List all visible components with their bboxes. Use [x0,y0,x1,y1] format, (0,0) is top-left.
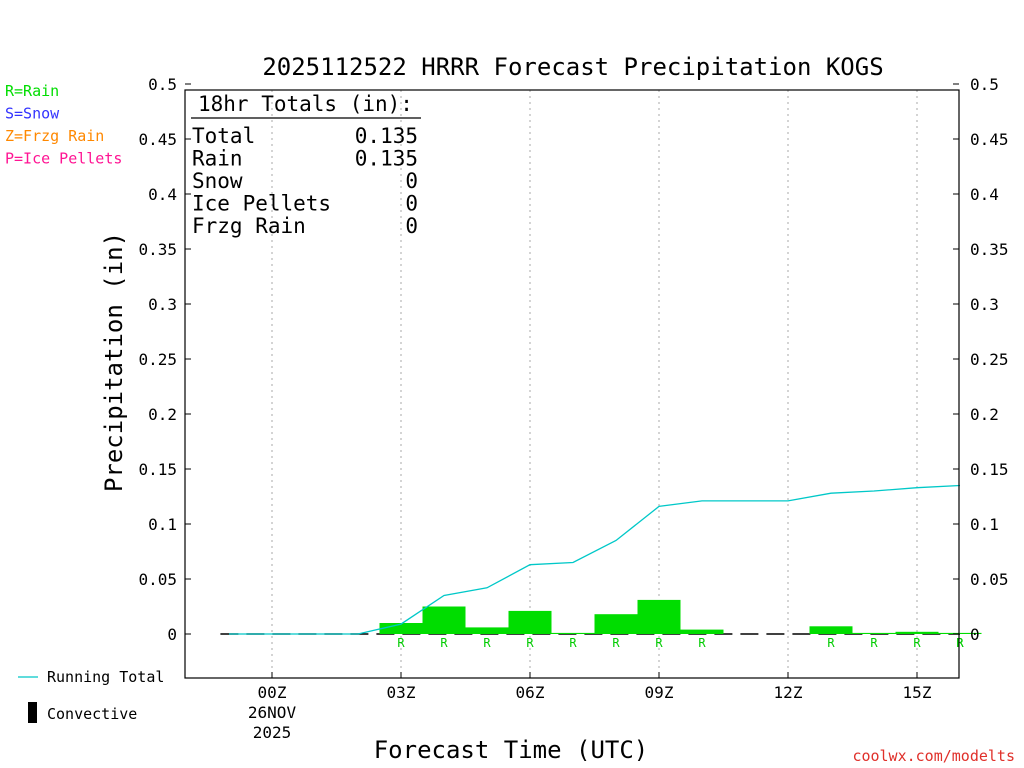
y-tick-label-right-9: 0.05 [970,570,1009,589]
type-marker-8: R [569,636,577,650]
x-tick-label-5: 15Z [903,683,932,702]
totals-value-3: 0 [405,192,418,216]
totals-label-3: Ice Pellets [192,192,331,216]
type-marker-10: R [655,636,663,650]
totals-value-0: 0.135 [355,124,418,148]
y-tick-label-right-10: 0 [970,625,980,644]
legend-type-3: P=Ice Pellets [5,150,122,168]
y-tick-label-left-5: 0.25 [138,350,177,369]
type-marker-11: R [698,636,706,650]
y-tick-label-right-4: 0.3 [970,295,999,314]
totals-label-4: Frzg Rain [192,214,306,238]
hourly-bars [379,599,982,634]
type-marker-9: R [612,636,620,650]
y-tick-label-left-0: 0.5 [148,75,177,94]
type-marker-extra-0: R [956,636,964,650]
y-tick-label-right-8: 0.1 [970,515,999,534]
rain-bar-15 [852,632,896,634]
running-total-line [229,484,961,635]
type-marker-6: R [483,636,491,650]
legend-convective: Convective [47,705,137,723]
rain-bar-14 [809,626,853,634]
type-marker-17: R [956,636,964,650]
y-tick-label-left-2: 0.4 [148,185,177,204]
rain-bar-6 [465,627,509,634]
x-tick-label-2: 06Z [516,683,545,702]
y-tick-label-right-7: 0.15 [970,460,1009,479]
x-tick-year: 2025 [253,723,292,742]
plot-frame [184,89,960,679]
grid-lines [220,90,960,678]
y-tick-label-right-1: 0.45 [970,130,1009,149]
type-marker-16: R [913,636,921,650]
rain-bar-11 [680,629,724,634]
y-tick-label-right-2: 0.4 [970,185,999,204]
totals-header: 18hr Totals (in): [198,92,413,116]
y-tick-label-left-7: 0.15 [138,460,177,479]
type-markers: R R R R R R R R R R R RR [397,636,964,650]
x-axis-label: Forecast Time (UTC) [374,736,649,764]
bottom-legend: Running Total Convective [18,668,164,723]
y-tick-label-left-3: 0.35 [138,240,177,259]
legend-running-total: Running Total [47,668,164,686]
totals-label-2: Snow [192,169,243,193]
totals-label-1: Rain [192,147,243,171]
y-tick-label-right-5: 0.25 [970,350,1009,369]
legend-bar-swatch [28,702,37,723]
y-axis-right: 0.5 0.45 0.4 0.35 0.3 0.25 0.2 0.15 0.1 0.05 0 [953,75,1009,644]
rain-bar-8 [551,632,595,634]
rain-bar-9 [594,614,638,634]
legend-type-0: R=Rain [5,82,59,100]
totals-value-2: 0 [405,169,418,193]
x-tick-label-3: 09Z [645,683,674,702]
y-tick-label-left-8: 0.1 [148,515,177,534]
y-axis-label: Precipitation (in) [100,232,128,492]
rain-bar-10 [637,599,681,634]
type-marker-14: R [827,636,835,650]
x-tick-label-4: 12Z [774,683,803,702]
legend-type-2: Z=Frzg Rain [5,127,104,145]
rain-bar-7 [508,610,552,634]
y-tick-label-left-10: 0 [167,625,177,644]
rain-bar-16 [895,631,939,634]
y-tick-label-left-6: 0.2 [148,405,177,424]
x-tick-label-0: 00Z [258,683,287,702]
y-tick-label-left-4: 0.3 [148,295,177,314]
credit-text: coolwx.com/modelts [852,747,1015,765]
type-marker-5: R [440,636,448,650]
x-tick-date: 26NOV [248,703,297,722]
totals-label-0: Total [192,124,255,148]
y-tick-label-left-1: 0.45 [138,130,177,149]
totals-value-1: 0.135 [355,147,418,171]
rain-bar-5 [422,606,466,634]
rain-bar-17 [938,632,982,634]
y-axis-left: 0.5 0.45 0.4 0.35 0.3 0.25 0.2 0.15 0.1 0.05 0 [138,75,191,644]
y-tick-label-left-9: 0.05 [138,570,177,589]
legend-type-1: S=Snow [5,105,60,123]
precip-type-legend: R=Rain S=Snow Z=Frzg Rain P=Ice Pellets [5,82,122,168]
running-total-polyline [229,484,961,635]
rain-bar-4 [379,623,423,634]
y-tick-label-right-6: 0.2 [970,405,999,424]
type-marker-7: R [526,636,534,650]
chart-title: 2025112522 HRRR Forecast Precipitation K… [262,53,883,81]
x-tick-label-1: 03Z [387,683,416,702]
totals-box: 18hr Totals (in): Total 0.135 Rain 0.135 Snow… [191,92,421,238]
type-marker-4: R [397,636,405,650]
y-tick-label-right-3: 0.35 [970,240,1009,259]
y-tick-label-right-0: 0.5 [970,75,999,94]
type-marker-15: R [870,636,878,650]
totals-value-4: 0 [405,214,418,238]
